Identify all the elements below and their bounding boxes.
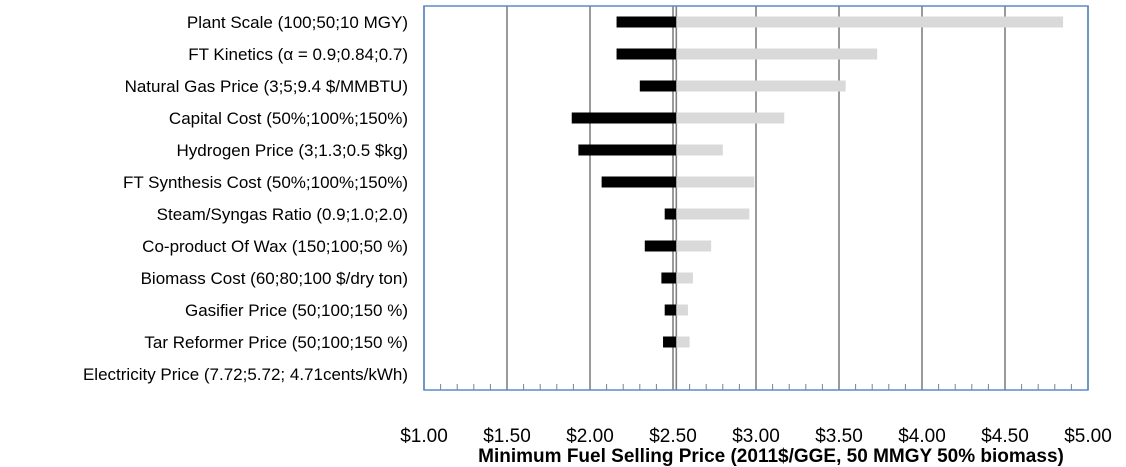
bar-high-case xyxy=(676,112,785,124)
category-label: FT Kinetics (α = 0.9;0.84;0.7) xyxy=(188,45,408,64)
bar-high-case xyxy=(676,272,693,284)
bar-low-case xyxy=(644,240,677,252)
bar-high-case xyxy=(676,144,723,156)
bar-high-case xyxy=(676,48,878,60)
x-tick-label: $1.00 xyxy=(400,426,448,447)
bar-low-case xyxy=(663,336,677,348)
category-label: Hydrogen Price (3;1.3;0.5 $kg) xyxy=(176,141,408,160)
category-label: Co-product Of Wax (150;100;50 %) xyxy=(142,237,408,256)
bar-high-case xyxy=(676,240,712,252)
category-label: Gasifier Price (50;100;150 %) xyxy=(185,301,408,320)
plot-frame xyxy=(423,5,1089,391)
x-tick-label: $2.50 xyxy=(649,426,697,447)
x-tick-label: $2.00 xyxy=(566,426,614,447)
category-label: Natural Gas Price (3;5;9.4 $/MMBTU) xyxy=(125,77,408,96)
bar-high-case xyxy=(676,208,750,220)
category-labels: Plant Scale (100;50;10 MGY) FT Kinetics (… xyxy=(83,13,408,384)
bar-high-case xyxy=(676,176,755,188)
bar-low-case xyxy=(664,208,677,220)
x-tick-label: $5.00 xyxy=(1064,426,1112,447)
bar-high-case xyxy=(676,16,1064,28)
bar-low-case xyxy=(664,304,677,316)
category-label: FT Synthesis Cost (50%;100%;150%) xyxy=(123,173,408,192)
bar-low-case xyxy=(571,112,677,124)
category-label: Plant Scale (100;50;10 MGY) xyxy=(187,13,408,32)
bar-high-case xyxy=(676,304,688,316)
bar-low-case xyxy=(578,144,677,156)
grid-lines xyxy=(423,6,1089,390)
category-label: Capital Cost (50%;100%;150%) xyxy=(169,109,408,128)
category-label: Electricity Price (7.72;5.72; 4.71cents/… xyxy=(83,365,408,384)
x-tick-label: $4.50 xyxy=(981,426,1029,447)
x-axis-title: Minimum Fuel Selling Price (2011$/GGE, 5… xyxy=(478,446,1064,467)
category-label: Tar Reformer Price (50;100;150 %) xyxy=(144,333,408,352)
x-tick-label: $1.50 xyxy=(483,426,531,447)
x-tick-labels: $1.00 $1.50 $2.00 $2.50 $3.00 $3.50 $4.00 $4.50… xyxy=(400,426,1112,447)
bar-high-case xyxy=(676,336,690,348)
bar-low-case xyxy=(661,272,677,284)
x-tick-label: $3.50 xyxy=(815,426,863,447)
bar-low-case xyxy=(616,48,677,60)
x-tick-label: $3.00 xyxy=(732,426,780,447)
bar-low-case xyxy=(639,80,677,92)
bar-low-case xyxy=(601,176,677,188)
bar-low-case xyxy=(616,16,677,28)
bars xyxy=(571,16,1064,348)
bar-high-case xyxy=(676,80,846,92)
category-label: Biomass Cost (60;80;100 $/dry ton) xyxy=(141,269,408,288)
category-label: Steam/Syngas Ratio (0.9;1.0;2.0) xyxy=(157,205,408,224)
x-tick-label: $4.00 xyxy=(898,426,946,447)
